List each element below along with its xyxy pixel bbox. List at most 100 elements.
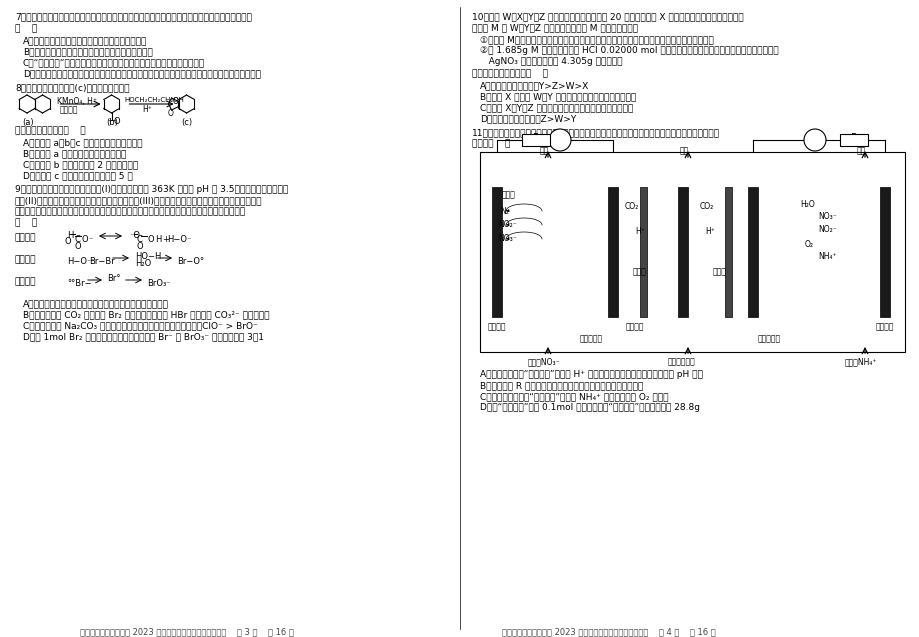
Text: H₂O: H₂O (135, 259, 151, 268)
Text: 缺氧阳极: 缺氧阳极 (487, 322, 506, 331)
Text: Br−Br: Br−Br (89, 257, 115, 266)
Text: H⁺: H⁺ (704, 227, 714, 236)
Text: ②取 1.685g M 溶于水，加入含 HCl 0.02000 mol 的盐酸恰好中和；中和后的溶液与硝酸银化的过量: ②取 1.685g M 溶于水，加入含 HCl 0.02000 mol 的盐酸恰… (480, 46, 777, 55)
Bar (677, 187, 687, 317)
Text: （    ）: （ ） (15, 218, 37, 227)
Text: 好氧阴极: 好氧阴极 (875, 322, 893, 331)
Text: C．元素 X、Y、Z 最高价氧化物的水化物之间可以相互反应: C．元素 X、Y、Z 最高价氧化物的水化物之间可以相互反应 (480, 103, 632, 112)
Text: O: O (65, 237, 72, 246)
Text: 江西省重点中学协作体 2023 届高三第二次联考理科综合试卷    第 3 页    共 16 页: 江西省重点中学协作体 2023 届高三第二次联考理科综合试卷 第 3 页 共 1… (80, 627, 293, 636)
Text: C: C (75, 235, 81, 244)
Text: 生物膜: 生物膜 (502, 190, 516, 199)
Bar (724, 187, 732, 317)
Text: (a): (a) (22, 118, 34, 127)
Text: 进水：NO₃⁻: 进水：NO₃⁻ (528, 357, 560, 366)
Text: O: O (167, 109, 174, 118)
Text: (c): (c) (181, 118, 192, 127)
Text: HO−H: HO−H (135, 252, 161, 261)
Text: 一定条件: 一定条件 (60, 105, 78, 114)
Text: ①取适量 M，加水完全溶解，无气体产生；进行焰色反应，透过蓝色钴玻璃观察到火焰呈紫色；: ①取适量 M，加水完全溶解，无气体产生；进行焰色反应，透过蓝色钴玻璃观察到火焰呈… (480, 35, 713, 44)
Text: H⁺: H⁺ (142, 105, 153, 114)
Text: D．化合物 c 中环上的一氯代物共有 5 种: D．化合物 c 中环上的一氯代物共有 5 种 (23, 171, 132, 180)
Bar (879, 187, 889, 317)
Text: 出水: 出水 (539, 146, 549, 155)
Text: 葡萄糖: 葡萄糖 (632, 267, 646, 276)
Text: 出水: 出水 (679, 146, 688, 155)
Text: H₂O: H₂O (800, 200, 814, 209)
Text: C．“嫦娥五号”探测器配置砷化镓太阳能电池，能将太阳能直接转化为电能: C．“嫦娥五号”探测器配置砷化镓太阳能电池，能将太阳能直接转化为电能 (23, 58, 205, 67)
Text: （    ）: （ ） (15, 24, 37, 33)
Text: A．电池工作时，“厌氧阳极”产生的 H⁺ 会向左右两个阳极移动，导致阳极区 pH 增大: A．电池工作时，“厌氧阳极”产生的 H⁺ 会向左右两个阳极移动，导致阳极区 pH… (480, 370, 702, 379)
Text: 厕氧阴极: 厕氧阴极 (625, 322, 643, 331)
Text: C．对比氯气与 Na₂CO₃ 溶液的反应，常温下在碱性溶液的稳定性：ClO⁻ > BrO⁻: C．对比氯气与 Na₂CO₃ 溶液的反应，常温下在碱性溶液的稳定性：ClO⁻ >… (23, 321, 257, 330)
Text: ⁻O: ⁻O (129, 231, 140, 240)
Text: KMnO₄, H⁺: KMnO₄, H⁺ (57, 97, 96, 106)
Text: AgNO₃ 溶液反应，得到 4.305g 白色沉淀。: AgNO₃ 溶液反应，得到 4.305g 白色沉淀。 (480, 57, 622, 66)
Text: C．化合物 b 完全氯化后有 2 个手性碳原子: C．化合物 b 完全氯化后有 2 个手性碳原子 (23, 160, 138, 169)
Text: 进水：NH₄⁺: 进水：NH₄⁺ (844, 357, 877, 366)
Text: D．当“厌氧阳极”消耗 0.1mol 葡萄糖糖时，“厌氧阳极”区质量将减少 28.8g: D．当“厌氧阳极”消耗 0.1mol 葡萄糖糖时，“厌氧阳极”区质量将减少 28… (480, 403, 699, 412)
Text: R: R (850, 133, 857, 143)
Text: +: + (162, 235, 169, 244)
Text: B．若两电阻 R 相同，则电池工作时，两电压表的读数可能不相同: B．若两电阻 R 相同，则电池工作时，两电压表的读数可能不相同 (480, 381, 642, 390)
Text: A．简单离子半径大小：Y>Z>W>X: A．简单离子半径大小：Y>Z>W>X (480, 81, 588, 90)
Text: 8．一种抗癌药物中间体(c)的合成路线如下：: 8．一种抗癌药物中间体(c)的合成路线如下： (15, 83, 130, 92)
Circle shape (549, 129, 571, 151)
Text: B．元素 X 分别与 W、Y 之间形成的化合物均为离子化合物: B．元素 X 分别与 W、Y 之间形成的化合物均为离子化合物 (480, 92, 636, 101)
Text: Br°: Br° (107, 274, 120, 283)
Text: 江西省重点中学协作体 2023 届高三第二次联考理科综合试卷    第 4 页    共 16 页: 江西省重点中学协作体 2023 届高三第二次联考理科综合试卷 第 4 页 共 1… (502, 627, 715, 636)
Text: NO₃⁻: NO₃⁻ (817, 212, 836, 221)
Text: B．我国新一代百万伏变压器中使用的硅钢是金属材料: B．我国新一代百万伏变压器中使用的硅钢是金属材料 (23, 47, 153, 56)
Text: O: O (82, 235, 88, 244)
Bar (521, 134, 550, 146)
Bar (839, 134, 867, 146)
Circle shape (803, 129, 825, 151)
Text: H−O⁻:: H−O⁻: (67, 257, 94, 266)
Text: NO₃⁻: NO₃⁻ (497, 234, 516, 243)
Text: 7．化学与生产生活、能源、航空航天、医疗健康等诸多领域的需求密切相关。下列说法不正确的是: 7．化学与生产生活、能源、航空航天、医疗健康等诸多领域的需求密切相关。下列说法不… (15, 12, 252, 21)
Text: D．简单氢化物的熔点：Z>W>Y: D．简单氢化物的熔点：Z>W>Y (480, 114, 575, 123)
Text: 化合物 M 由 W、Y、Z 三种元素组成，将 M 进行下列实验：: 化合物 M 由 W、Y、Z 三种元素组成，将 M 进行下列实验： (471, 23, 637, 32)
Text: O₂: O₂ (804, 240, 813, 249)
Text: NO₂⁻: NO₂⁻ (817, 225, 836, 234)
Text: 11．一种双回路微生物燃料电池装置如图所示，该装置可以同时进行硝化和反硝化脱氮，下列叙述不正: 11．一种双回路微生物燃料电池装置如图所示，该装置可以同时进行硝化和反硝化脱氮，… (471, 128, 720, 137)
Text: 葡萄糖: 葡萄糖 (712, 267, 726, 276)
Text: 则下列说法不正确的是（    ）: 则下列说法不正确的是（ ） (471, 69, 548, 78)
Text: 其中，碳酸钠溶液吸收溴单素的反应可以分三步进行，其反应的机理如图所示。下列说法正确的是: 其中，碳酸钠溶液吸收溴单素的反应可以分三步进行，其反应的机理如图所示。下列说法正… (15, 207, 246, 216)
Text: °°Br−: °°Br− (67, 279, 92, 288)
Text: Br−O°: Br−O° (176, 257, 204, 266)
Text: BrO₃⁻: BrO₃⁻ (147, 279, 170, 288)
Text: A．玻璃钢中的主要成分玻璃纤维是无机非金属材料: A．玻璃钢中的主要成分玻璃纤维是无机非金属材料 (23, 36, 147, 45)
Text: R: R (532, 133, 539, 143)
Text: V: V (555, 133, 563, 143)
Text: N₂: N₂ (499, 207, 508, 216)
Text: O: O (148, 235, 154, 244)
Text: HOCH₂CH₂CH₂OH: HOCH₂CH₂CH₂OH (124, 97, 185, 103)
Text: D．当 1mol Br₂ 完全参与上述反应后，产生的 Br⁻ 与 BrO₃⁻ 的个数之比为 3：1: D．当 1mol Br₂ 完全参与上述反应后，产生的 Br⁻ 与 BrO₃⁻ 的… (23, 332, 264, 341)
Text: 第二步：: 第二步： (15, 255, 37, 264)
Text: CO₂: CO₂ (624, 202, 639, 211)
Bar (480, 152, 904, 352)
Text: O: O (75, 242, 82, 251)
Text: O: O (173, 97, 178, 106)
Text: V: V (811, 133, 818, 143)
Text: D．核酸是生物体遗传信息的载体，通过红外光谱仪可检测其结构中存在单键、双键、氢键等化学键: D．核酸是生物体遗传信息的载体，通过红外光谱仪可检测其结构中存在单键、双键、氢键… (23, 69, 261, 78)
Text: CO₂: CO₂ (699, 202, 713, 211)
Text: C: C (137, 235, 142, 244)
Text: A．由反应机理可知整个反应过程只涉及极性键的断裂和形成: A．由反应机理可知整个反应过程只涉及极性键的断裂和形成 (23, 299, 169, 308)
Text: 来；(II)再用空气把溴吹出并用碳酸钠溶液溶吸收；(III)最后再用硫酸酸化，单质溴又从溶液中析出。: 来；(II)再用空气把溴吹出并用碳酸钠溶液溶吸收；(III)最后再用硫酸酸化，单… (15, 196, 262, 205)
Text: 质子交换膜: 质子交换膜 (757, 334, 780, 343)
Text: 9．工业上从海水中制溴的步骤为：(I)先把盐卤加热到 363K 后控制 pH 为 3.5，通入氯气把溴置换出: 9．工业上从海水中制溴的步骤为：(I)先把盐卤加热到 363K 后控制 pH 为… (15, 185, 288, 194)
Text: O: O (137, 242, 143, 251)
Text: A．化合物 a、b、c 均能使酸性高锰酸钾褪色: A．化合物 a、b、c 均能使酸性高锰酸钾褪色 (23, 138, 142, 147)
Text: H: H (154, 235, 161, 244)
Text: 进水：葡萄糖: 进水：葡萄糖 (667, 357, 695, 366)
Text: ⁻: ⁻ (88, 235, 92, 244)
Text: H: H (67, 231, 74, 240)
Text: (b): (b) (107, 118, 119, 127)
Text: NH₄⁺: NH₄⁺ (817, 252, 835, 261)
Text: 第一步：: 第一步： (15, 233, 37, 242)
Bar (747, 187, 757, 317)
Text: O: O (113, 117, 120, 126)
Text: NO₂⁻: NO₂⁻ (497, 220, 516, 229)
